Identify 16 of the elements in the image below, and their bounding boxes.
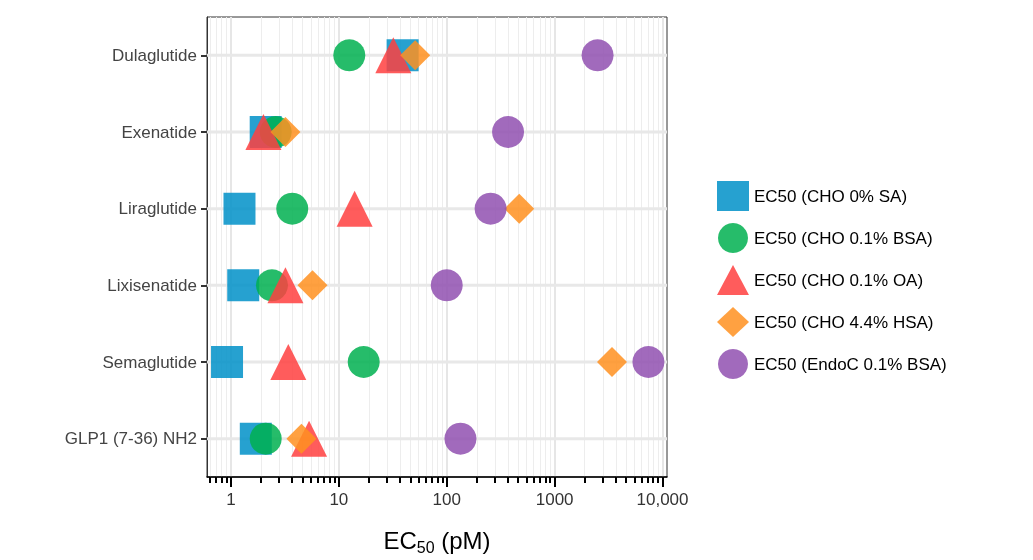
x-tick-label: 10,000 [636,490,689,509]
y-tick-label: Dulaglutide [111,45,197,65]
x-tick-label: 1000 [535,490,574,509]
legend-label: EC50 (CHO 0.1% BSA) [754,228,933,248]
x-tick-label: 1 [226,490,236,509]
y-tick-label: GLP1 (7-36) NH2 [64,429,197,449]
x-tick-label: 10 [329,490,349,509]
legend-label: EC50 (CHO 0% SA) [754,186,908,206]
x-tick-label: 100 [432,490,461,509]
y-tick-label: Exenatide [121,122,197,142]
legend-label: EC50 (EndoC 0.1% BSA) [754,354,947,374]
y-tick-label: Lixisenatide [107,275,197,295]
legend-label: EC50 (CHO 0.1% OA) [754,270,924,290]
legend-label: EC50 (CHO 4.4% HSA) [754,312,934,332]
y-tick-label: Semaglutide [102,352,197,372]
y-tick-label: Liraglutide [118,199,197,219]
